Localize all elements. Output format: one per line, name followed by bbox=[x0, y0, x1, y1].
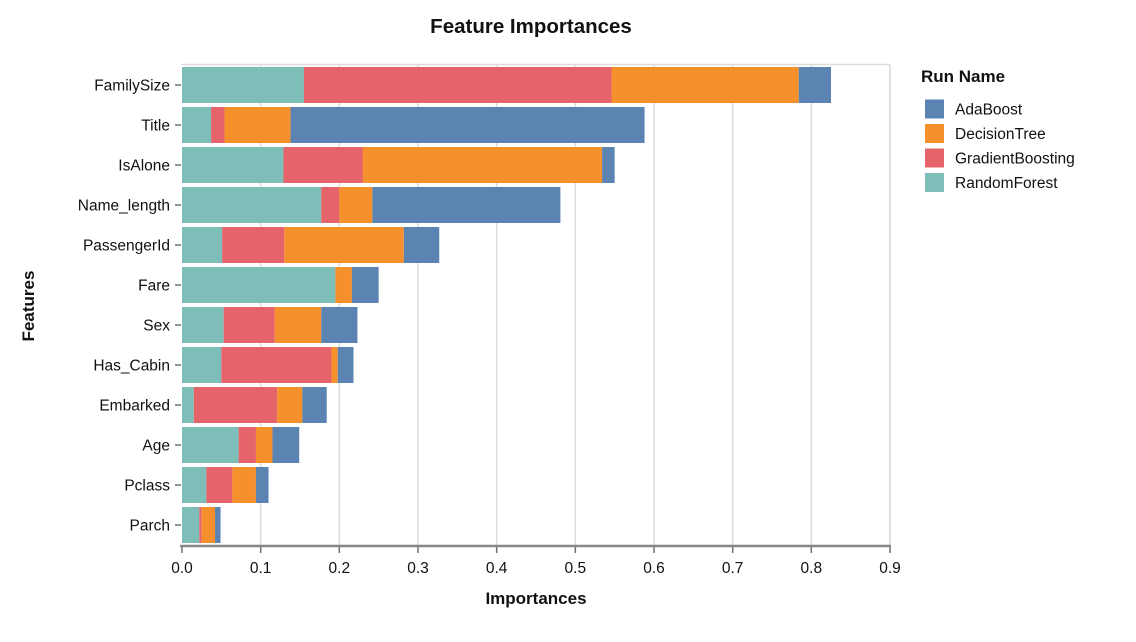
y-axis: FamilySize Title IsAlone Name_length Passeng… bbox=[78, 77, 181, 534]
bar-segment-randomforest-has_cabin bbox=[182, 347, 222, 383]
bar-segment-randomforest-name_length bbox=[182, 187, 322, 223]
bar-segment-decisiontree-age bbox=[255, 427, 273, 463]
x-tick-label: 0.0 bbox=[171, 560, 193, 577]
gridlines bbox=[259, 65, 891, 545]
legend-swatch-gradientboosting bbox=[925, 148, 944, 168]
legend-label-randomforest: RandomForest bbox=[955, 175, 1058, 192]
bar-segment-gradientboosting-sex bbox=[223, 307, 275, 343]
bar-segment-adaboost-fare bbox=[351, 267, 379, 303]
legend: Run Name AdaBoost DecisionTree GradientBoo… bbox=[921, 67, 1075, 192]
x-tick-label: 0.9 bbox=[879, 560, 901, 577]
y-axis-title: Features bbox=[19, 271, 38, 342]
y-tick-label: FamilySize bbox=[94, 77, 170, 94]
y-tick-label: Embarked bbox=[99, 397, 170, 414]
y-tick-label: Pclass bbox=[124, 477, 170, 494]
x-tick-label: 0.5 bbox=[565, 560, 587, 577]
bar-segment-randomforest-pclass bbox=[182, 467, 207, 503]
x-tick-label: 0.7 bbox=[722, 560, 744, 577]
y-tick-label: Fare bbox=[138, 277, 170, 294]
bar-segment-adaboost-age bbox=[272, 427, 300, 463]
legend-label-decisiontree: DecisionTree bbox=[955, 126, 1046, 143]
bar-segment-decisiontree-pclass bbox=[232, 467, 256, 503]
bar-segment-decisiontree-parch bbox=[201, 507, 216, 543]
y-tick-label: Sex bbox=[143, 317, 170, 334]
bar-segment-randomforest-embarked bbox=[182, 387, 194, 423]
y-tick-label: Title bbox=[141, 117, 170, 134]
bar-segment-randomforest-title bbox=[182, 107, 212, 143]
legend-swatch-adaboost bbox=[925, 99, 944, 119]
y-tick-label: Has_Cabin bbox=[93, 357, 170, 374]
bar-segment-randomforest-fare bbox=[182, 267, 336, 303]
bar-segment-randomforest-familysize bbox=[182, 67, 304, 103]
legend-label-adaboost: AdaBoost bbox=[955, 101, 1023, 118]
bar-segment-randomforest-isalone bbox=[182, 147, 284, 183]
bar-segment-gradientboosting-isalone bbox=[283, 147, 363, 183]
x-tick-label: 0.6 bbox=[643, 560, 665, 577]
bar-segment-randomforest-passengerid bbox=[182, 227, 223, 263]
bar-segment-decisiontree-fare bbox=[335, 267, 352, 303]
bar-segment-adaboost-title bbox=[290, 107, 645, 143]
bar-segment-adaboost-isalone bbox=[602, 147, 615, 183]
bar-segment-gradientboosting-embarked bbox=[193, 387, 278, 423]
bar-segment-adaboost-embarked bbox=[302, 387, 327, 423]
bar-segment-adaboost-name_length bbox=[372, 187, 561, 223]
bar-segment-decisiontree-has_cabin bbox=[331, 347, 338, 383]
bar-segment-decisiontree-familysize bbox=[611, 67, 799, 103]
chart-title: Feature Importances bbox=[430, 15, 632, 38]
bar-segment-gradientboosting-pclass bbox=[206, 467, 233, 503]
bar-series bbox=[182, 67, 831, 543]
legend-title: Run Name bbox=[921, 67, 1005, 86]
bar-segment-decisiontree-name_length bbox=[339, 187, 373, 223]
y-tick-label: Age bbox=[142, 437, 170, 454]
x-axis: 0.0 0.1 0.2 0.3 0.4 0.5 0.6 0.7 0.8 0.9 bbox=[171, 547, 901, 577]
y-tick-label: PassengerId bbox=[83, 237, 170, 254]
bar-segment-decisiontree-embarked bbox=[277, 387, 303, 423]
x-axis-title: Importances bbox=[485, 589, 586, 608]
bar-segment-gradientboosting-parch bbox=[199, 507, 202, 543]
bar-segment-randomforest-parch bbox=[182, 507, 200, 543]
x-tick-label: 0.3 bbox=[407, 560, 429, 577]
bar-segment-decisiontree-sex bbox=[274, 307, 322, 343]
bar-segment-adaboost-familysize bbox=[798, 67, 831, 103]
bar-segment-decisiontree-title bbox=[224, 107, 291, 143]
bar-segment-gradientboosting-familysize bbox=[303, 67, 612, 103]
bar-segment-gradientboosting-passengerid bbox=[222, 227, 285, 263]
x-tick-label: 0.2 bbox=[329, 560, 351, 577]
y-tick-label: IsAlone bbox=[118, 157, 170, 174]
bar-segment-adaboost-parch bbox=[215, 507, 221, 543]
bar-segment-adaboost-pclass bbox=[255, 467, 269, 503]
legend-items: AdaBoost DecisionTree GradientBoosting Rand… bbox=[925, 99, 1075, 192]
bar-segment-randomforest-age bbox=[182, 427, 239, 463]
y-tick-label: Name_length bbox=[78, 197, 170, 214]
bar-segment-randomforest-sex bbox=[182, 307, 224, 343]
bar-segment-decisiontree-passengerid bbox=[284, 227, 404, 263]
legend-swatch-randomforest bbox=[925, 173, 944, 192]
bar-segment-adaboost-sex bbox=[321, 307, 358, 343]
bar-segment-gradientboosting-title bbox=[211, 107, 225, 143]
bar-segment-gradientboosting-name_length bbox=[321, 187, 340, 223]
bar-segment-gradientboosting-has_cabin bbox=[221, 347, 332, 383]
bar-segment-adaboost-has_cabin bbox=[337, 347, 354, 383]
y-tick-label: Parch bbox=[130, 517, 171, 534]
legend-swatch-decisiontree bbox=[925, 124, 944, 143]
x-tick-label: 0.8 bbox=[801, 560, 823, 577]
bar-segment-decisiontree-isalone bbox=[362, 147, 603, 183]
bar-segment-gradientboosting-age bbox=[238, 427, 256, 463]
legend-label-gradientboosting: GradientBoosting bbox=[955, 150, 1075, 167]
x-tick-label: 0.4 bbox=[486, 560, 508, 577]
bar-segment-adaboost-passengerid bbox=[403, 227, 440, 263]
x-tick-label: 0.1 bbox=[250, 560, 272, 577]
